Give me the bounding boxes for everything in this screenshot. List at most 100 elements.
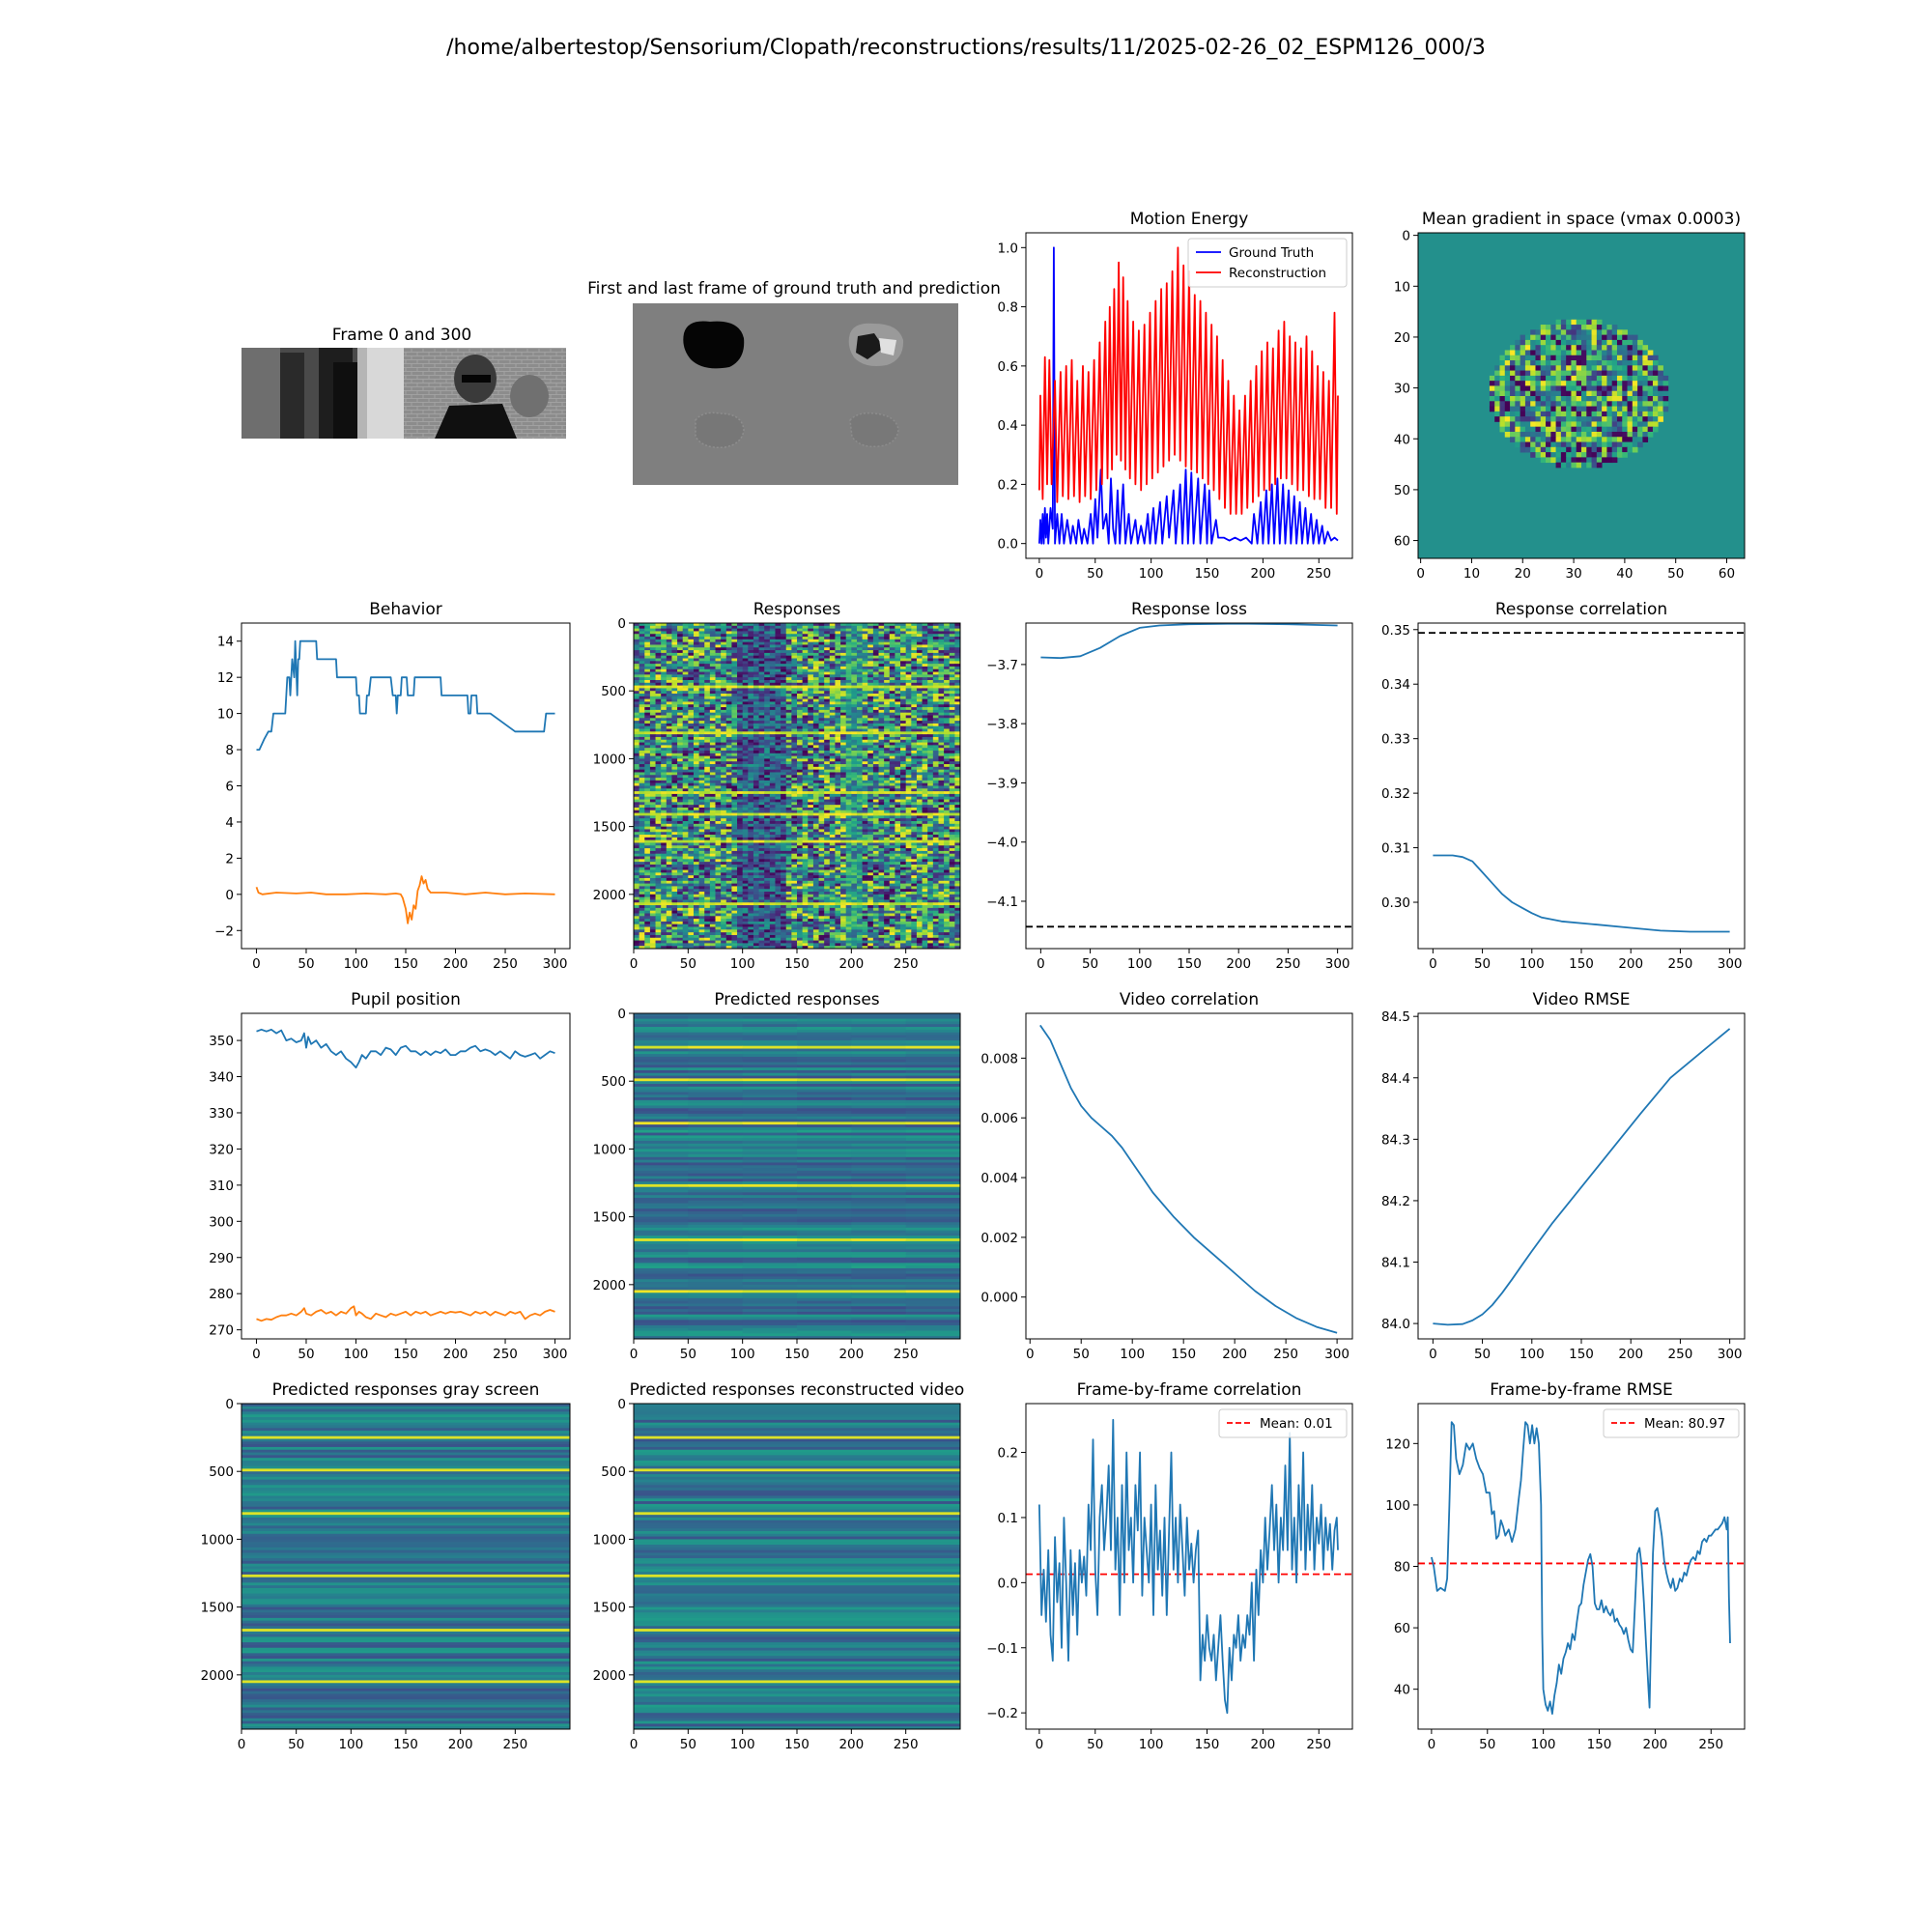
series-line-0 xyxy=(256,1028,555,1069)
x-tick-label: 150 xyxy=(784,956,810,972)
x-tick-label: 150 xyxy=(1195,566,1220,582)
panel-title: Pupil position xyxy=(351,990,461,1009)
legend: Ground Truth Reconstruction xyxy=(1187,238,1348,288)
x-tick-label: 200 xyxy=(1222,1347,1247,1362)
x-tick-label: 50 xyxy=(298,956,314,972)
y-tick-label: 84.5 xyxy=(1381,1009,1410,1025)
x-tick-label: 200 xyxy=(1251,1737,1276,1752)
x-tick-label: 100 xyxy=(338,1737,363,1752)
x-tick-label: 250 xyxy=(502,1737,527,1752)
panel-videocorr: Video correlation 0 50 100 150 200 250 300 0.000… xyxy=(980,990,1353,1362)
x-tick-label: 50 xyxy=(288,1737,304,1752)
legend: Mean: 0.01 xyxy=(1218,1408,1348,1438)
x-tick-label: 10 xyxy=(1463,566,1480,582)
y-tick-label: 1500 xyxy=(593,1601,626,1616)
x-tick-label: 200 xyxy=(448,1737,473,1752)
x-tick-label: 250 xyxy=(1306,1737,1331,1752)
x-tick-label: 200 xyxy=(1618,1347,1643,1362)
legend-box xyxy=(1603,1408,1740,1438)
y-tick-label: 0.33 xyxy=(1381,732,1410,748)
x-tick-label: 250 xyxy=(1273,1347,1298,1362)
axes-frame xyxy=(633,1012,961,1340)
y-tick-label: 0.1 xyxy=(998,1511,1018,1526)
series-line-0 xyxy=(1040,623,1338,660)
y-tick-label: 12 xyxy=(217,670,234,686)
series-line-0 xyxy=(1038,1418,1339,1715)
legend: Mean: 80.97 xyxy=(1603,1408,1740,1438)
series-line-0 xyxy=(1431,1421,1731,1715)
y-tick-label: 0 xyxy=(617,1007,626,1022)
panel-behavior: Behavior 0 50 100 150 200 250 300 −2 0 2 4 6 8 10 12 14 xyxy=(214,600,571,972)
x-tick-label: 250 xyxy=(1668,956,1693,972)
y-tick-label: 50 xyxy=(1394,483,1410,498)
axes-frame xyxy=(1025,232,1353,559)
x-tick-label: 50 xyxy=(298,1347,314,1362)
y-tick-label: 4 xyxy=(225,815,234,831)
y-tick-label: 0.006 xyxy=(980,1111,1018,1126)
y-tick-label: −0.1 xyxy=(986,1641,1018,1657)
panel-title: Behavior xyxy=(369,600,442,619)
x-tick-label: 200 xyxy=(838,1737,864,1752)
y-tick-label: −3.8 xyxy=(986,717,1018,732)
y-tick-label: −4.1 xyxy=(986,895,1018,910)
x-tick-label: 0 xyxy=(1416,566,1425,582)
y-tick-label: 500 xyxy=(601,1074,626,1090)
y-tick-label: 350 xyxy=(209,1034,234,1049)
x-tick-label: 300 xyxy=(1324,1347,1350,1362)
x-tick-label: 50 xyxy=(680,956,696,972)
x-tick-label: 30 xyxy=(1565,566,1581,582)
x-tick-label: 250 xyxy=(1276,956,1301,972)
y-tick-label: 80 xyxy=(1394,1560,1410,1576)
axes-frame xyxy=(1417,1012,1746,1340)
x-tick-label: 50 xyxy=(1087,566,1103,582)
legend-box xyxy=(1218,1408,1348,1438)
series-line-reconstruction xyxy=(1038,246,1339,515)
heatmap-cells xyxy=(634,1013,961,1340)
y-tick-label: 40 xyxy=(1394,1683,1410,1698)
x-tick-label: 0 xyxy=(1429,956,1437,972)
y-tick-label: 84.4 xyxy=(1381,1071,1410,1087)
x-tick-label: 150 xyxy=(1171,1347,1196,1362)
panel-title: Video correlation xyxy=(1120,990,1259,1009)
y-tick-label: 0.008 xyxy=(980,1051,1018,1066)
y-tick-label: 84.1 xyxy=(1381,1256,1410,1271)
axes-frame xyxy=(1417,622,1746,950)
x-tick-label: 50 xyxy=(680,1737,696,1752)
x-tick-label: 250 xyxy=(894,1737,919,1752)
y-tick-label: 2000 xyxy=(593,1278,626,1293)
heatmap-cells xyxy=(634,623,961,950)
x-tick-label: 250 xyxy=(1668,1347,1693,1362)
y-tick-label: 1000 xyxy=(593,1142,626,1157)
x-tick-label: 0 xyxy=(630,1347,639,1362)
x-tick-label: 150 xyxy=(784,1347,810,1362)
charts-layer: Motion Energy Ground Truth Reconstruction 0… xyxy=(201,210,1746,1752)
series-line-1 xyxy=(255,875,555,924)
y-tick-label: 0.31 xyxy=(1381,841,1410,857)
y-tick-label: 0.000 xyxy=(980,1291,1018,1306)
x-tick-label: 50 xyxy=(1474,1347,1491,1362)
heatmap-cells xyxy=(242,1404,571,1730)
y-tick-label: 0.0 xyxy=(998,537,1018,553)
panel-title: Mean gradient in space (vmax 0.0003) xyxy=(1422,210,1741,229)
x-tick-label: 0 xyxy=(1036,566,1044,582)
x-tick-label: 200 xyxy=(1643,1737,1668,1752)
y-tick-label: 0 xyxy=(617,1397,626,1412)
axes-frame xyxy=(241,622,571,950)
x-tick-label: 100 xyxy=(1520,1347,1545,1362)
y-tick-label: −3.7 xyxy=(986,658,1018,673)
y-tick-label: 60 xyxy=(1394,1621,1410,1636)
y-tick-label: 0 xyxy=(1402,229,1410,244)
panel-predresp: Predicted responses 0 50 100 150 200 250 0 500 10… xyxy=(593,990,961,1362)
x-tick-label: 150 xyxy=(393,1737,418,1752)
y-tick-label: 500 xyxy=(209,1464,234,1480)
x-tick-label: 0 xyxy=(1036,1737,1044,1752)
x-tick-label: 50 xyxy=(1474,956,1491,972)
y-tick-label: 1500 xyxy=(593,1210,626,1226)
x-tick-label: 250 xyxy=(493,1347,518,1362)
x-tick-label: 100 xyxy=(344,1347,369,1362)
panel-title: Response correlation xyxy=(1495,600,1667,619)
y-tick-label: 0.0 xyxy=(998,1576,1018,1591)
first-last-image xyxy=(633,303,958,485)
x-tick-label: 300 xyxy=(543,1347,568,1362)
y-tick-label: 0.8 xyxy=(998,300,1018,316)
